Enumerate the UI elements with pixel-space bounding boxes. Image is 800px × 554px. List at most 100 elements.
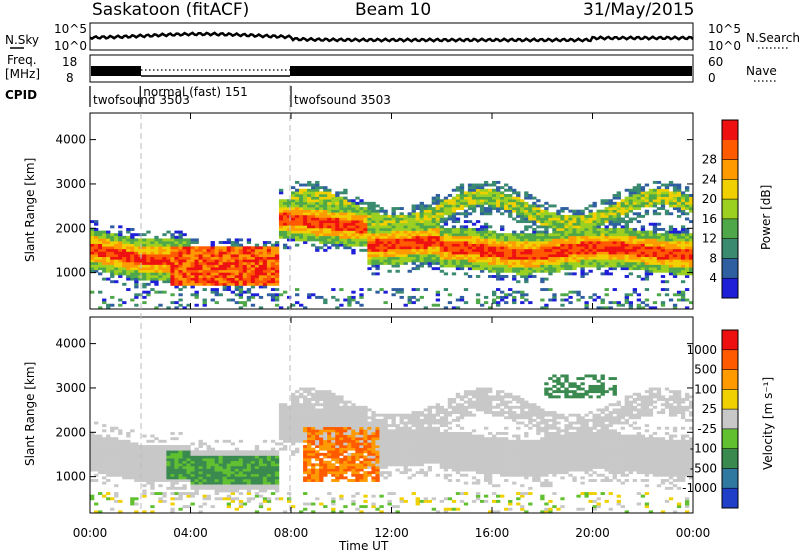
range-cell: [652, 199, 658, 203]
range-cell: [226, 486, 231, 490]
range-cell: [371, 238, 376, 242]
range-cell: [226, 285, 231, 289]
range-cell: [479, 199, 485, 203]
range-cell: [319, 207, 324, 210]
range-cell: [552, 233, 557, 237]
range-cell: [375, 235, 380, 239]
range-cell: [500, 248, 505, 252]
range-cell: [315, 238, 320, 242]
range-cell: [206, 471, 211, 475]
range-cell: [407, 295, 412, 299]
range-cell: [182, 259, 187, 263]
range-cell: [270, 460, 276, 464]
range-cell: [544, 288, 549, 291]
range-cell: [612, 251, 617, 255]
range-cell: [202, 303, 207, 307]
range-cell: [94, 421, 99, 425]
range-cell: [455, 233, 461, 237]
range-cell: [520, 295, 525, 299]
range-cell: [170, 282, 175, 286]
range-cell: [319, 421, 324, 425]
range-cell: [198, 484, 203, 488]
range-cell: [295, 212, 300, 216]
range-cell: [528, 238, 533, 242]
range-cell: [246, 492, 252, 495]
range-cell: [170, 259, 175, 263]
range-cell: [628, 238, 633, 242]
range-cell: [455, 254, 461, 258]
range-cell: [134, 295, 139, 299]
range-cell: [295, 450, 300, 454]
range-cell: [512, 301, 517, 305]
range-cell: [536, 256, 541, 260]
range-cell: [431, 259, 437, 263]
range-cell: [447, 243, 453, 247]
range-cell: [576, 290, 581, 294]
range-cell: [379, 254, 384, 258]
range-cell: [544, 217, 549, 221]
range-cell: [640, 241, 646, 244]
range-cell: [178, 473, 183, 477]
range-cell: [363, 235, 368, 239]
range-cell: [536, 220, 541, 224]
range-cell: [359, 222, 364, 226]
range-cell: [399, 251, 404, 255]
range-cell: [528, 233, 533, 237]
range-cell: [616, 204, 621, 208]
range-cell: [616, 241, 621, 244]
range-cell: [624, 301, 629, 305]
range-cell: [258, 277, 264, 281]
range-cell: [383, 217, 388, 221]
range-cell: [423, 217, 428, 221]
range-cell: [347, 225, 352, 229]
range-cell: [190, 458, 195, 462]
range-cell: [656, 235, 662, 239]
range-cell: [102, 269, 107, 273]
range-cell: [182, 455, 187, 459]
range-cell: [262, 248, 268, 252]
range-cell: [411, 288, 416, 291]
range-cell: [214, 248, 219, 252]
range-cell: [335, 209, 340, 213]
range-cell: [624, 227, 629, 231]
range-cell: [299, 408, 304, 412]
range-cell: [423, 225, 428, 229]
range-cell: [624, 251, 629, 255]
range-cell: [680, 196, 686, 200]
range-cell: [158, 251, 163, 255]
range-cell: [90, 494, 95, 498]
range-cell: [600, 233, 605, 237]
range-cell: [315, 235, 320, 239]
range-cell: [467, 212, 473, 216]
range-cell: [182, 484, 187, 488]
range-cell: [580, 264, 585, 268]
range-cell: [291, 400, 296, 404]
range-cell: [282, 243, 288, 247]
range-cell: [540, 230, 545, 234]
range-cell: [500, 201, 505, 205]
range-cell: [202, 267, 207, 271]
range-cell: [427, 222, 432, 226]
range-cell: [439, 207, 445, 210]
range-cell: [166, 264, 171, 268]
range-cell: [399, 259, 404, 263]
range-cell: [282, 227, 288, 231]
range-cell: [660, 256, 666, 260]
range-cell: [186, 303, 191, 307]
range-cell: [234, 507, 240, 511]
nave-label: Nave: [746, 64, 777, 78]
range-cell: [274, 248, 280, 252]
range-cell: [568, 209, 573, 213]
range-cell: [150, 259, 155, 263]
range-cell: [580, 295, 585, 299]
range-cell: [158, 450, 163, 454]
range-cell: [174, 230, 179, 234]
range-cell: [98, 238, 103, 242]
range-cell: [226, 275, 231, 278]
range-cell: [664, 264, 670, 268]
range-cell: [331, 413, 336, 417]
range-cell: [126, 241, 131, 244]
range-cell: [443, 243, 449, 247]
range-cell: [246, 455, 252, 459]
range-cell: [238, 492, 244, 495]
